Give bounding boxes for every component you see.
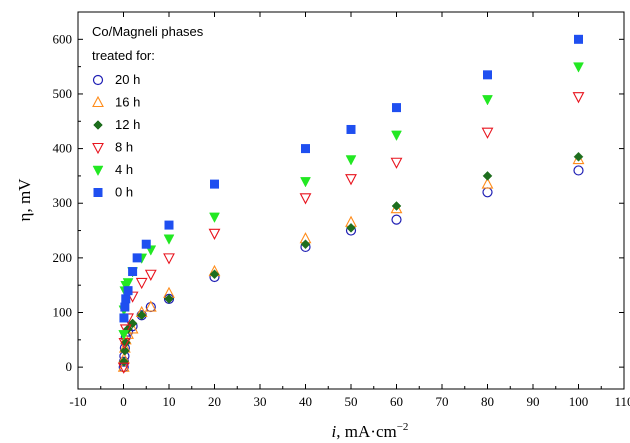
point-4h-14 xyxy=(573,62,584,73)
y-tick-label-4: 400 xyxy=(53,141,73,156)
x-tick-label-12: 110 xyxy=(614,394,630,409)
point-0h-8 xyxy=(210,179,219,189)
point-12h-12 xyxy=(573,151,584,162)
point-0h-12 xyxy=(483,70,492,80)
point-12h-1 xyxy=(120,345,130,356)
y-tick-label-0: 0 xyxy=(66,359,73,374)
point-4h-0 xyxy=(118,330,130,341)
point-4h-11 xyxy=(345,155,357,166)
x-tick-label-9: 80 xyxy=(481,394,494,409)
y-tick-label-5: 500 xyxy=(53,86,73,101)
point-0h-7 xyxy=(164,220,174,230)
x-tick-label-2: 10 xyxy=(163,394,176,409)
x-axis-label: i, mA·cm−2 xyxy=(332,421,409,441)
legend-marker-4h xyxy=(92,165,104,177)
point-4h-9 xyxy=(209,212,220,223)
x-tick-label-3: 20 xyxy=(208,394,221,409)
x-axis-label-rest: , mA·cm xyxy=(336,422,396,441)
x-tick-label-7: 60 xyxy=(390,394,403,409)
point-0h-0 xyxy=(119,313,129,323)
y-tick-label-1: 100 xyxy=(53,305,73,320)
point-20h-13 xyxy=(391,214,402,225)
legend-title-line2: treated for: xyxy=(92,48,155,63)
legend-label-4h: 4 h xyxy=(115,162,133,177)
y-tick-label-3: 300 xyxy=(53,195,73,210)
point-12h-10 xyxy=(391,201,402,211)
point-8h-13 xyxy=(572,92,585,104)
x-tick-label-4: 30 xyxy=(254,394,267,409)
y-tick-label-6: 600 xyxy=(53,31,73,46)
point-8h-2 xyxy=(119,324,132,336)
point-12h-7 xyxy=(209,269,220,280)
point-4h-8 xyxy=(163,234,175,245)
point-8h-7 xyxy=(163,253,175,265)
point-8h-5 xyxy=(135,277,148,290)
point-12h-8 xyxy=(300,239,311,250)
point-12h-11 xyxy=(482,171,493,181)
point-8h-0 xyxy=(117,362,130,374)
legend-label-16h: 16 h xyxy=(115,95,140,110)
x-axis-label-italic: i xyxy=(332,422,337,441)
legend-marker-12h xyxy=(93,120,103,130)
x-tick-label-11: 100 xyxy=(569,394,589,409)
point-0h-9 xyxy=(301,144,310,154)
point-0h-13 xyxy=(574,34,583,44)
point-4h-10 xyxy=(300,177,311,188)
point-8h-9 xyxy=(299,193,312,205)
point-0h-11 xyxy=(392,103,401,113)
data-marks xyxy=(117,34,585,374)
point-8h-11 xyxy=(390,157,403,169)
point-12h-0 xyxy=(119,356,129,367)
legend-marker-0h xyxy=(93,188,103,197)
x-axis-label-sup: −2 xyxy=(397,421,409,433)
point-8h-6 xyxy=(144,269,157,281)
x-tick-label-8: 70 xyxy=(436,394,449,409)
legend-label-8h: 8 h xyxy=(115,140,133,155)
x-tick-label-0: -10 xyxy=(69,394,86,409)
point-12h-5 xyxy=(136,310,147,321)
point-8h-10 xyxy=(345,174,357,186)
legend-label-20h: 20 h xyxy=(115,72,140,87)
y-axis-label: η, mV xyxy=(15,178,34,222)
legend-title-line1: Co/Magneli phases xyxy=(92,24,204,39)
plot-frame xyxy=(77,11,625,390)
point-0h-10 xyxy=(346,124,356,134)
point-4h-13 xyxy=(482,95,493,106)
point-12h-9 xyxy=(346,222,356,233)
point-8h-12 xyxy=(481,127,494,139)
x-tick-label-10: 90 xyxy=(527,394,540,409)
point-16h-7 xyxy=(144,300,157,312)
x-tick-label-1: 0 xyxy=(120,394,127,409)
point-0h-2 xyxy=(121,294,131,304)
x-tick-label-6: 50 xyxy=(345,394,358,409)
point-4h-4 xyxy=(122,278,134,289)
legend-marker-20h xyxy=(92,74,104,86)
legend-label-12h: 12 h xyxy=(115,117,140,132)
point-16h-13 xyxy=(481,177,494,189)
point-8h-8 xyxy=(208,228,221,240)
legend-label-0h: 0 h xyxy=(115,185,133,200)
point-0h-3 xyxy=(123,286,133,296)
legend-marker-8h xyxy=(92,142,104,155)
point-12h-6 xyxy=(164,293,174,304)
legend-marker-16h xyxy=(92,95,104,108)
y-tick-label-2: 200 xyxy=(53,250,73,265)
point-20h-14 xyxy=(482,187,493,198)
point-16h-0 xyxy=(117,360,130,372)
point-20h-15 xyxy=(573,165,584,176)
point-0h-5 xyxy=(132,253,142,263)
point-0h-4 xyxy=(128,267,138,277)
point-4h-12 xyxy=(391,130,402,141)
point-0h-1 xyxy=(120,302,130,312)
point-0h-6 xyxy=(141,239,151,249)
x-tick-label-5: 40 xyxy=(299,394,312,409)
axis-ticks: -10 0 10 20 30 40 50 60 70 80 90 100 110 0 100 200 300 40… xyxy=(53,11,630,409)
legend: Co/Magneli phases treated for: 20 h 16 h 1… xyxy=(92,24,204,200)
